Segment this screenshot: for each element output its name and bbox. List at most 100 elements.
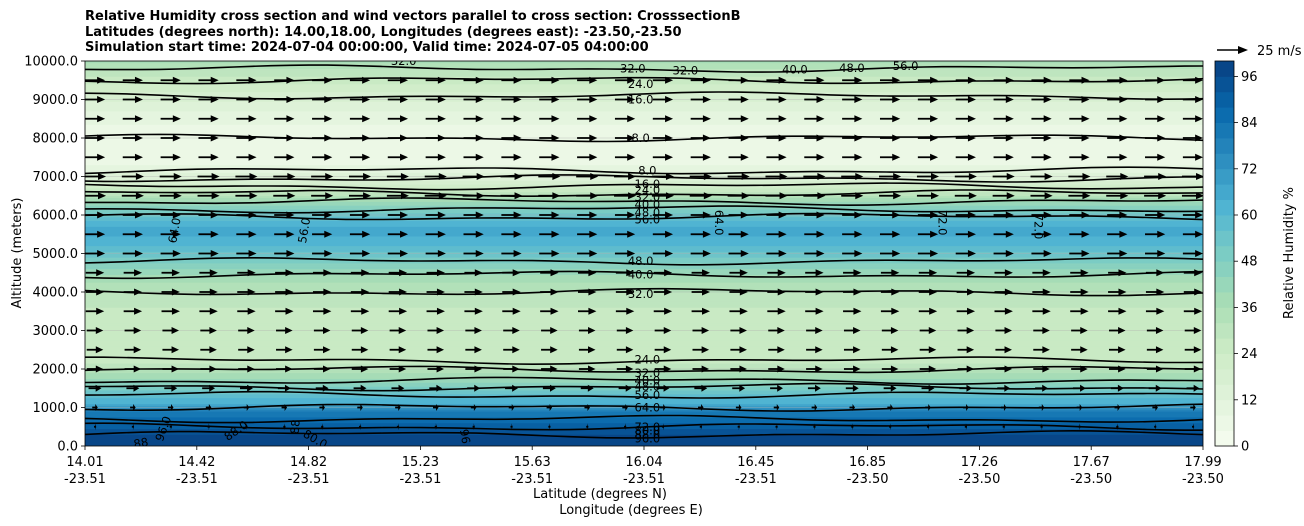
wind-arrow	[1030, 192, 1053, 200]
wind-arrow	[207, 423, 210, 431]
wind-arrow	[274, 250, 295, 257]
wind-arrow	[806, 365, 823, 373]
wind-arrow	[1068, 192, 1091, 200]
wind-arrow	[502, 288, 521, 296]
wind-arrow	[889, 423, 892, 431]
wind-arrow	[463, 76, 484, 84]
wind-arrow	[955, 250, 976, 257]
wind-arrow	[85, 153, 106, 161]
colorbar-swatch	[1215, 199, 1234, 216]
wind-arrow	[1146, 365, 1164, 373]
wind-arrow	[315, 384, 329, 392]
humidity-band	[85, 232, 1203, 235]
wind-arrow	[160, 96, 181, 103]
wind-arrow	[918, 269, 938, 277]
wind-arrow	[652, 250, 674, 257]
wind-arrow	[843, 269, 862, 277]
wind-arrow	[348, 192, 372, 200]
wind-arrow	[918, 288, 938, 296]
wind-arrow	[160, 134, 181, 142]
colorbar-swatch	[1215, 76, 1234, 93]
contour-label: 56.0	[295, 217, 313, 245]
wind-arrow	[614, 211, 636, 219]
humidity-band	[85, 203, 1203, 206]
humidity-band	[85, 243, 1203, 247]
wind-arrow	[237, 269, 256, 277]
contour-line	[85, 174, 1203, 183]
wind-arrow	[1000, 404, 1007, 411]
wind-arrow	[616, 346, 634, 354]
wind-arrow	[462, 192, 485, 200]
wind-arrow	[1070, 288, 1089, 296]
wind-arrow	[955, 230, 976, 238]
wind-arrow	[690, 250, 711, 257]
wind-arrow	[198, 96, 219, 103]
wind-arrow	[1032, 307, 1051, 315]
humidity-band	[85, 284, 1203, 287]
wind-arrow	[500, 173, 523, 180]
contour-label: 88.0	[635, 427, 661, 441]
x-tick-label-lat: 16.45	[737, 455, 774, 470]
colorbar-swatch	[1215, 261, 1234, 277]
humidity-band	[85, 149, 1203, 152]
wind-arrow	[130, 404, 136, 411]
humidity-band	[85, 289, 1203, 293]
contour-label: 72.0	[1032, 214, 1046, 240]
wind-arrow	[804, 153, 825, 161]
humidity-band	[85, 185, 1203, 189]
wind-arrow	[510, 423, 513, 431]
wind-arrow	[1110, 384, 1124, 392]
wind-arrow	[238, 327, 255, 334]
humidity-band	[85, 320, 1203, 324]
wind-arrow	[387, 230, 409, 238]
humidity-band	[85, 382, 1203, 385]
wind-arrow	[1182, 153, 1203, 161]
contour-lines	[85, 64, 1203, 439]
contour-label: 48.0	[635, 379, 661, 393]
wind-arrow	[653, 269, 673, 277]
wind-arrow	[463, 134, 484, 142]
wind-arrow	[1148, 384, 1162, 392]
wind-arrow	[388, 307, 408, 315]
humidity-band	[85, 432, 1203, 435]
wind-arrow	[692, 346, 710, 354]
contour-line	[85, 270, 1203, 280]
wind-arrow	[1002, 423, 1005, 431]
wind-arrow	[578, 365, 596, 373]
y-tick-label: 4000.0	[33, 286, 79, 301]
wind-arrow	[699, 423, 702, 431]
contour-line	[85, 76, 1203, 85]
wind-arrow	[919, 346, 937, 354]
colorbar-swatch	[1215, 153, 1234, 170]
wind-arrow	[994, 269, 1013, 277]
wind-arrow	[501, 96, 522, 103]
humidity-band	[85, 280, 1203, 283]
contour-label: 40.0	[628, 268, 654, 282]
colorbar-swatch	[1215, 322, 1234, 339]
wind-arrow	[577, 134, 598, 142]
wind-arrow	[1032, 288, 1051, 296]
wind-arrow	[690, 230, 711, 238]
wind-arrow	[94, 423, 97, 431]
quiver-key: 25 m/s	[1217, 44, 1302, 59]
wind-arrow	[312, 307, 332, 315]
humidity-band	[85, 430, 1203, 433]
wind-arrow	[614, 134, 636, 142]
wind-arrow	[1106, 192, 1129, 200]
wind-arrow	[1031, 230, 1052, 238]
wind-arrow	[357, 404, 363, 411]
contour-label: 56.0	[893, 59, 919, 73]
wind-arrow	[955, 211, 976, 219]
wind-arrow	[1035, 384, 1048, 392]
colorbar-tick-label: 72	[1241, 162, 1258, 177]
wind-arrow	[1031, 76, 1052, 84]
humidity-band	[85, 416, 1203, 420]
wind-arrow	[992, 173, 1015, 180]
wind-arrow	[160, 153, 181, 161]
contour-line	[85, 91, 1203, 101]
x-tick-label-lat: 17.26	[961, 455, 998, 470]
wind-arrow	[122, 211, 143, 219]
wind-arrow	[994, 288, 1013, 296]
humidity-band	[85, 145, 1203, 148]
wind-arrow	[1183, 307, 1203, 315]
